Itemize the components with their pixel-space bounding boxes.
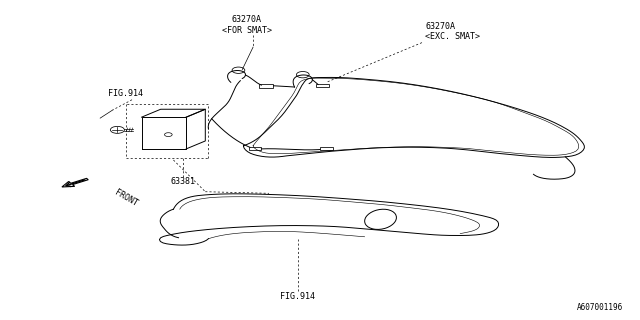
Text: A607001196: A607001196 (577, 303, 623, 312)
Text: FRONT: FRONT (113, 188, 139, 208)
Text: 63381: 63381 (170, 178, 195, 187)
Text: 63270A
<EXC. SMAT>: 63270A <EXC. SMAT> (425, 22, 480, 41)
Text: 63270A
<FOR SMAT>: 63270A <FOR SMAT> (221, 15, 272, 35)
Text: FIG.914: FIG.914 (108, 89, 143, 98)
Text: FIG.914: FIG.914 (280, 292, 315, 301)
